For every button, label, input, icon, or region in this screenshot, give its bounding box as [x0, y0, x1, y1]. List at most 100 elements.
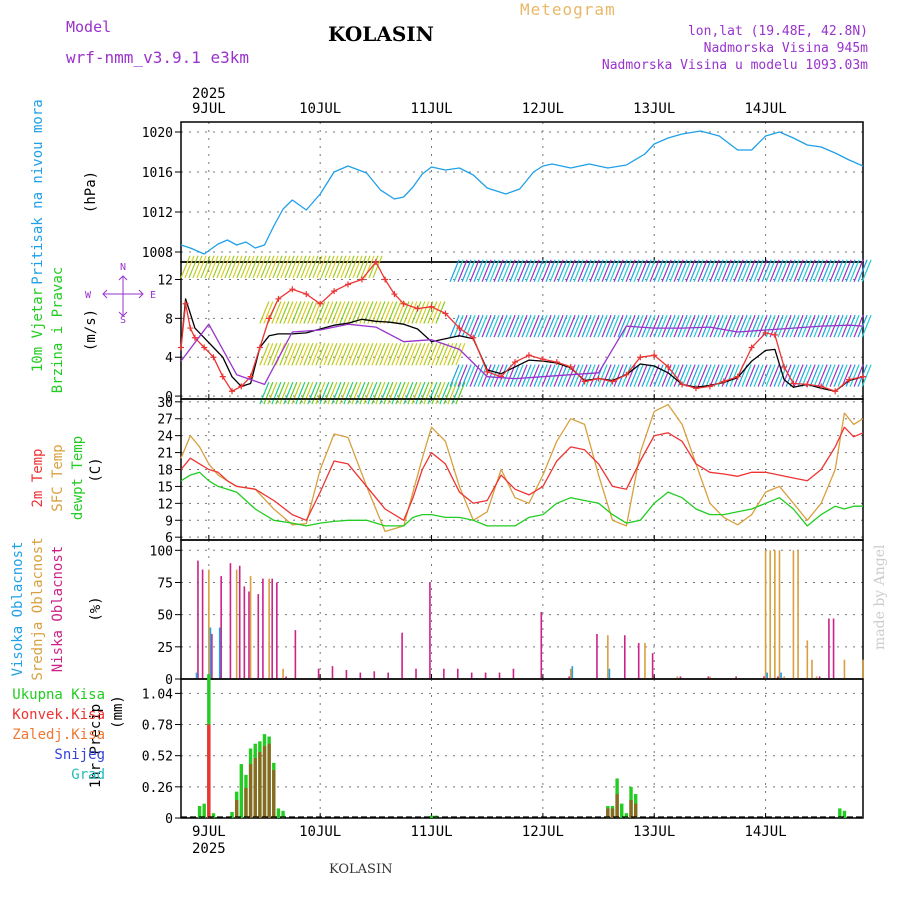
clouds-series-visoka-oblacnost-bar [218, 627, 221, 679]
wind-barb [439, 343, 450, 366]
clouds-series-niska-oblacnost-bar [238, 565, 241, 679]
wind-barb [391, 301, 402, 324]
clouds-series-niska-oblacnost-bar [317, 668, 320, 679]
clouds-frame [180, 539, 864, 680]
wind-barb [327, 381, 338, 405]
wind-barb [411, 343, 422, 366]
wind-barb [529, 259, 540, 282]
wind-series-udari-vjetra-point [345, 281, 352, 288]
wind-barb [435, 301, 446, 324]
clouds-series-niska-oblacnost-bar [443, 668, 445, 679]
wind-barb [841, 259, 852, 282]
clouds-series-niska-oblacnost-bar [470, 672, 473, 679]
wind-ytick-label: 4 [165, 351, 173, 366]
precip-series-zaledj-kisa-bar [606, 808, 610, 818]
clouds-series-niska-oblacnost-bar [763, 676, 765, 679]
wind-barb [347, 381, 358, 405]
wind-barb [279, 381, 290, 405]
wind-barb [797, 259, 808, 282]
wind-barb [371, 301, 382, 324]
clouds-series-niska-oblacnost-bar [387, 672, 389, 679]
wind-barb [725, 364, 736, 387]
precip-series-ukupna-kisa-bar [230, 812, 234, 818]
wind-series-udari-vjetra-point [187, 325, 194, 332]
wind-barb [729, 259, 740, 282]
wind-barb [713, 259, 724, 282]
clouds-panel: 0 25 50 75 100 [150, 539, 864, 688]
wind-barb [697, 259, 708, 282]
wind-barb [677, 314, 688, 338]
wind-barb [387, 301, 398, 324]
precip-series-ukupna-kisa-bar [202, 803, 206, 818]
wind-barb [773, 259, 784, 282]
wind-barb [809, 259, 820, 282]
wind-barb [661, 314, 672, 338]
wind-barb [861, 259, 872, 282]
temperature-subtitle: SFC Temp [50, 444, 66, 511]
wind-barb [537, 364, 548, 387]
wind-barb [451, 343, 462, 366]
wind-ytick-label: 12 [157, 273, 173, 288]
wind-barb [391, 343, 402, 366]
wind-barb [307, 343, 318, 366]
wind-barb [681, 259, 692, 282]
wind-barb [681, 314, 692, 338]
wind-barb [347, 301, 358, 324]
wind-series-udari-vjetra-point [229, 388, 236, 395]
wind-barb [312, 255, 323, 279]
wind-barb [717, 259, 728, 282]
wind-series-udari-vjetra-point [428, 303, 435, 310]
wind-series-udari-vjetra-point [275, 295, 282, 302]
wind-barb [493, 314, 504, 338]
wind-barb [477, 259, 488, 282]
clouds-series-niska-oblacnost-bar [540, 612, 543, 679]
wind-series-udari-vjetra-point [331, 288, 338, 295]
wind-barb [383, 343, 394, 366]
clouds-series-niska-oblacnost-bar [220, 576, 222, 679]
clouds-series-srednja-oblacnost-bar [774, 550, 776, 679]
wind-barb [431, 381, 442, 405]
wind-barb [753, 314, 764, 338]
wind-barb [212, 255, 223, 279]
precip-unit: (mm) [110, 695, 126, 729]
wind-barb [449, 259, 460, 282]
clouds-series-niska-oblacnost-bar [484, 672, 487, 679]
clouds-series-niska-oblacnost-bar [735, 676, 737, 679]
wind-barb [303, 301, 314, 324]
wind-barb [829, 364, 840, 387]
wind-barb [633, 364, 644, 387]
wind-barb [577, 259, 588, 282]
wind-barb [259, 343, 270, 366]
wind-barb [557, 259, 568, 282]
wind-series-udari-vjetra-point [182, 300, 189, 307]
wind-series-udari-vjetra-point [692, 385, 699, 392]
wind-barb [689, 259, 700, 282]
wind-barb [653, 364, 664, 387]
wind-barb [729, 364, 740, 387]
compass-n: N [120, 262, 126, 273]
precip-series-ukupna-kisa-bar [429, 815, 434, 818]
wind-barb [529, 314, 540, 338]
wind-barb [529, 364, 540, 387]
wind-barb [709, 314, 720, 338]
wind-barb [319, 343, 330, 366]
wind-barb [387, 343, 398, 366]
clouds-series-srednja-oblacnost-bar [806, 640, 809, 679]
wind-barb [391, 381, 402, 405]
wind-barb [609, 314, 620, 338]
wind-barb [280, 255, 291, 279]
wind-barb [283, 301, 294, 324]
wind-barb [525, 314, 536, 338]
clouds-series-niska-oblacnost-bar [679, 676, 682, 679]
clouds-series-srednja-oblacnost-bar [569, 668, 572, 679]
clouds-series-srednja-oblacnost-bar [792, 550, 795, 679]
wind-series-udari-vjetra-point [846, 376, 853, 383]
wind-barb [296, 255, 307, 279]
wind-barb [517, 314, 528, 338]
wind-barb [372, 255, 383, 279]
wind-barb [525, 259, 536, 282]
wind-barb [411, 381, 422, 405]
temperature-ytick-label: 27 [157, 413, 173, 428]
precip-legend-item: Konvek.Kisa [12, 707, 105, 723]
wind-barb [279, 301, 290, 324]
